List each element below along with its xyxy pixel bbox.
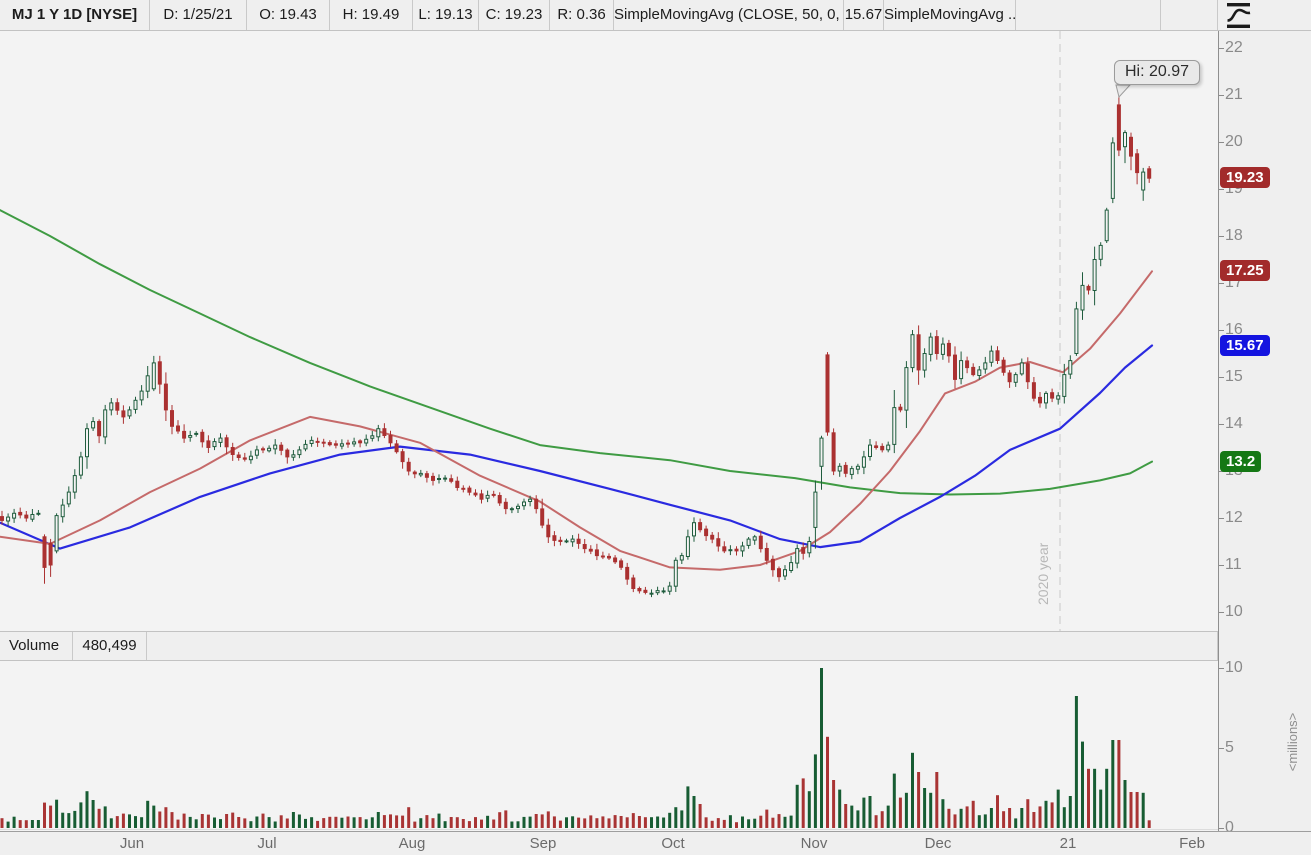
month-label-aug: Aug — [398, 835, 426, 852]
price-tick — [1218, 236, 1224, 237]
price-tick — [1218, 518, 1224, 519]
sma-50-price-badge: 15.67 — [1220, 335, 1270, 356]
volume-label-cell[interactable]: Volume — [0, 632, 73, 660]
date-cell: D: 1/25/21 — [150, 0, 247, 30]
high-cell: H: 19.49 — [330, 0, 413, 30]
volume-tick — [1218, 748, 1224, 749]
svg-text:2020 year: 2020 year — [1035, 542, 1051, 605]
month-label-dec: Dec — [924, 835, 952, 852]
month-label-nov: Nov — [800, 835, 828, 852]
indicator-sma2-label[interactable]: SimpleMovingAvg ... — [884, 0, 1016, 30]
open-cell: O: 19.43 — [247, 0, 330, 30]
price-tick — [1218, 424, 1224, 425]
sma-fast-price-badge: 17.25 — [1220, 260, 1270, 281]
volume-pane-header: Volume 480,499 — [0, 631, 1218, 661]
price-chart-pane[interactable]: 2020 year Hi: 20.97 — [0, 31, 1218, 631]
price-tick — [1218, 283, 1224, 284]
volume-tick-label: 0 — [1225, 819, 1234, 836]
price-tick-label: 16 — [1225, 321, 1243, 338]
volume-tick — [1218, 668, 1224, 669]
chart-toolbar-corner — [1218, 0, 1311, 31]
price-tick — [1218, 189, 1224, 190]
price-tick — [1218, 142, 1224, 143]
sma-slow-price-badge: 13.2 — [1220, 451, 1262, 472]
month-label-feb: Feb — [1179, 835, 1205, 852]
volume-tick-label: 10 — [1225, 659, 1243, 676]
volume-bars-chart — [0, 668, 1218, 830]
price-tick — [1218, 612, 1224, 613]
axis-divider-line — [1218, 31, 1219, 831]
month-label-oct: Oct — [661, 835, 685, 852]
price-tick-label: 10 — [1225, 603, 1243, 620]
price-tick — [1218, 377, 1224, 378]
volume-header-empty-cell — [147, 632, 1218, 660]
price-tick-label: 18 — [1225, 227, 1243, 244]
month-label-jul: Jul — [257, 835, 277, 852]
last-close-price-badge: 19.23 — [1220, 167, 1270, 188]
price-tick — [1218, 471, 1224, 472]
price-tick-label: 11 — [1225, 556, 1242, 573]
time-axis[interactable]: Jun Jul Aug Sep Oct Nov Dec 21 Feb — [0, 831, 1311, 855]
price-axis[interactable]: 1011121314151617181920212219.2317.2515.6… — [1218, 31, 1311, 631]
indicator-sma50-label[interactable]: SimpleMovingAvg (CLOSE, 50, 0, no) — [614, 0, 844, 30]
candlestick-chart: 2020 year — [0, 31, 1154, 631]
price-tick-label: 21 — [1225, 86, 1243, 103]
volume-axis[interactable]: <millions> 0 5 10 — [1218, 659, 1311, 836]
symbol-timeframe-cell[interactable]: MJ 1 Y 1D [NYSE] — [0, 0, 150, 30]
price-tick-label: 15 — [1225, 368, 1243, 385]
month-label-jun: Jun — [119, 835, 145, 852]
moving-average-tool-icon[interactable] — [1226, 2, 1252, 29]
volume-tick-label: 5 — [1225, 739, 1234, 756]
high-price-tooltip: Hi: 20.97 — [1114, 60, 1201, 85]
price-tick — [1218, 95, 1224, 96]
range-cell: R: 0.36 — [550, 0, 614, 30]
price-tick-label: 12 — [1225, 509, 1243, 526]
header-empty-cell — [1161, 0, 1218, 30]
price-tick — [1218, 48, 1224, 49]
month-label-sep: Sep — [529, 835, 557, 852]
price-tick-label: 22 — [1225, 39, 1243, 56]
chart-header-bar: MJ 1 Y 1D [NYSE] D: 1/25/21 O: 19.43 H: … — [0, 0, 1218, 31]
volume-units-label: <millions> — [1285, 712, 1300, 772]
indicator-sma50-value: 15.67 — [844, 0, 884, 30]
price-tick — [1218, 330, 1224, 331]
price-tick-label: 14 — [1225, 415, 1243, 432]
volume-value-cell: 480,499 — [73, 632, 147, 660]
low-cell: L: 19.13 — [413, 0, 479, 30]
volume-tick — [1218, 828, 1224, 829]
close-cell: C: 19.23 — [479, 0, 550, 30]
month-label-21: 21 — [1059, 835, 1077, 852]
price-tick — [1218, 565, 1224, 566]
volume-pane[interactable] — [0, 661, 1218, 831]
header-empty-cell — [1016, 0, 1161, 30]
price-tick-label: 20 — [1225, 133, 1243, 150]
